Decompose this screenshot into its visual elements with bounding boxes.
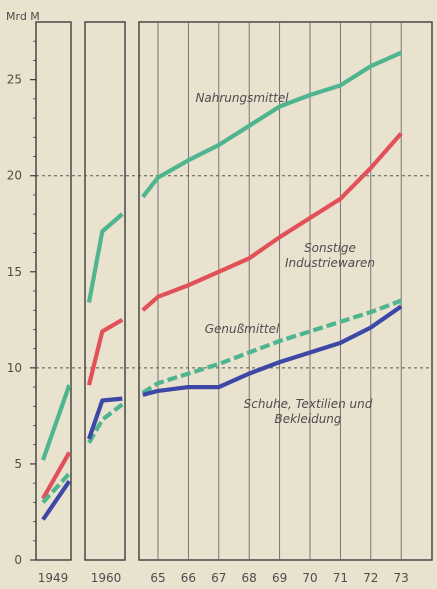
series-line-segment (86, 212, 124, 303)
x-tick-label: 66 (181, 571, 196, 585)
y-tick-label: 5 (14, 457, 22, 471)
series-line-segment (87, 402, 124, 444)
y-axis-label: Mrd M (6, 10, 40, 23)
x-tick-label: 73 (394, 571, 409, 585)
series-line-segment (87, 396, 123, 440)
panel-frame (84, 21, 126, 561)
series-line-segment (41, 480, 72, 521)
y-tick-label: 0 (14, 553, 22, 567)
series-line-segment (41, 472, 71, 504)
series-line-segment (41, 451, 72, 500)
series-line-segment (141, 132, 403, 312)
series-line-segment (86, 317, 124, 386)
series-line-segment (142, 304, 403, 397)
x-tick-label: 68 (242, 571, 257, 585)
y-tick-label: 20 (7, 169, 22, 183)
x-tick-label: 71 (333, 571, 348, 585)
y-tick-label: 15 (7, 265, 22, 279)
series-annotation: Nahrungsmittel (195, 91, 289, 105)
chart-panels (35, 21, 433, 561)
gridlines (36, 22, 432, 560)
series-line-segment (141, 298, 402, 395)
series-lines (41, 50, 403, 521)
x-tick-label: 1949 (38, 571, 69, 585)
series-annotation: Genußmittel (205, 322, 280, 336)
series-annotation: Sonstige Industriewaren (285, 241, 375, 270)
panel-frame (138, 21, 433, 561)
series-annotation: Schuhe, Textilien und Bekleidung (244, 397, 373, 426)
x-tick-label: 67 (211, 571, 226, 585)
y-tick-label: 25 (7, 73, 22, 87)
series-annotations: Nahrungsmittel Sonstige Industriewaren Genu… (195, 91, 375, 426)
x-tick-label: 69 (272, 571, 287, 585)
x-tick-label: 72 (363, 571, 378, 585)
x-tick-label: 65 (150, 571, 165, 585)
series-line-segment (141, 50, 403, 199)
y-tick-label: 10 (7, 361, 22, 375)
x-tick-label: 1960 (91, 571, 122, 585)
y-axis-ticks: 0 5 10 15 20 25 (7, 40, 36, 567)
x-tick-label: 70 (302, 571, 317, 585)
series-line-segment (41, 384, 72, 461)
x-axis-ticks: 1949 1960 65 66 67 68 69 70 71 72 73 (38, 571, 409, 585)
